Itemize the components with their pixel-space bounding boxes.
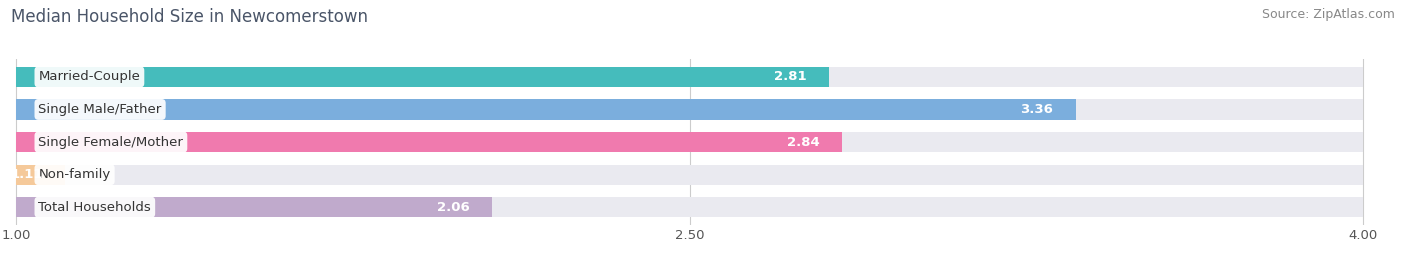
Text: 2.84: 2.84 [787,136,820,148]
Text: Single Female/Mother: Single Female/Mother [38,136,183,148]
Text: Single Male/Father: Single Male/Father [38,103,162,116]
Bar [15,67,828,87]
Text: 3.36: 3.36 [1021,103,1053,116]
Bar [15,197,1362,217]
Text: Non-family: Non-family [38,168,111,181]
Text: Total Households: Total Households [38,201,152,214]
Bar [15,99,1076,120]
Bar [15,197,492,217]
Text: 2.06: 2.06 [437,201,470,214]
Text: Median Household Size in Newcomerstown: Median Household Size in Newcomerstown [11,8,368,26]
Bar [15,132,842,152]
Text: Married-Couple: Married-Couple [38,70,141,83]
Text: Source: ZipAtlas.com: Source: ZipAtlas.com [1261,8,1395,21]
Bar [15,165,66,185]
Text: 2.81: 2.81 [773,70,806,83]
Bar [15,99,1362,120]
Bar [15,132,1362,152]
Text: 1.11: 1.11 [10,168,44,181]
Bar [15,67,1362,87]
Bar [15,165,1362,185]
